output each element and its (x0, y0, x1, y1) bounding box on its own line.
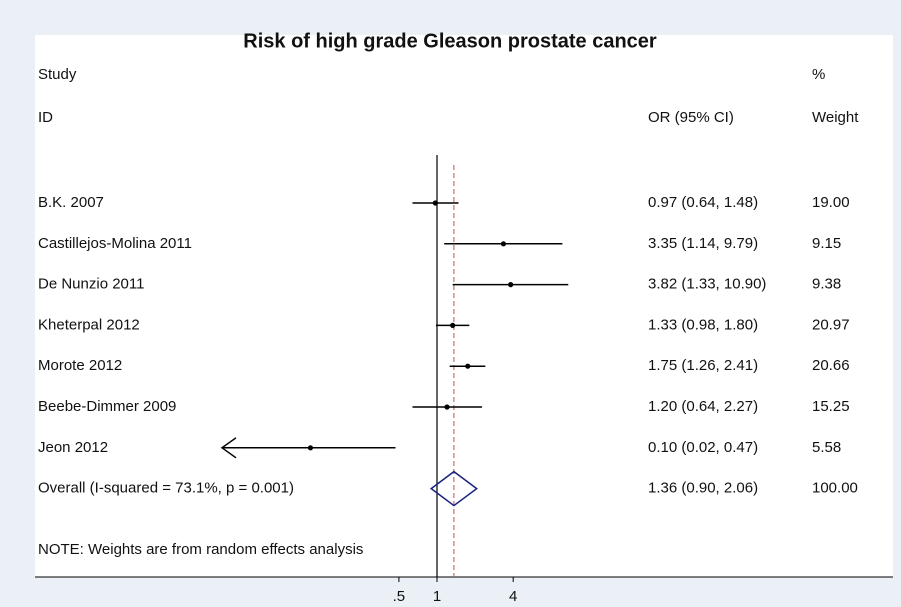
study-name: Morote 2012 (38, 357, 122, 374)
header: Study (38, 66, 77, 83)
plot-area (35, 35, 893, 577)
ci-label: 1.33 (0.98, 1.80) (648, 316, 758, 333)
point-estimate (432, 200, 438, 206)
header: ID (38, 109, 53, 126)
header: % (812, 66, 825, 83)
note: NOTE: Weights are from random effects an… (38, 541, 363, 558)
study-name: Beebe-Dimmer 2009 (38, 398, 176, 415)
study-name: Jeon 2012 (38, 439, 108, 456)
ci-arrow (220, 437, 237, 459)
x-tick-label: 1 (433, 588, 441, 605)
overall-diamond (429, 470, 478, 507)
ci-label: 3.82 (1.33, 10.90) (648, 276, 766, 293)
ci-label: 1.75 (1.26, 2.41) (648, 357, 758, 374)
x-tick-label: .5 (393, 588, 406, 605)
ci-label: 0.97 (0.64, 1.48) (648, 194, 758, 211)
point-estimate (444, 404, 450, 410)
weight-label: 9.38 (812, 276, 841, 293)
study-name: B.K. 2007 (38, 194, 104, 211)
weight-label: 20.97 (812, 316, 850, 333)
ci-label: 0.10 (0.02, 0.47) (648, 439, 758, 456)
weight-label: 9.15 (812, 235, 841, 252)
point-estimate (450, 322, 456, 328)
ci-label: 3.35 (1.14, 9.79) (648, 235, 758, 252)
study-name: De Nunzio 2011 (38, 276, 144, 293)
point-estimate (307, 445, 314, 451)
chart-title: Risk of high grade Gleason prostate canc… (243, 30, 657, 52)
study-name: Castillejos-Molina 2011 (38, 235, 192, 252)
weight-label: 20.66 (812, 357, 850, 374)
x-tick-label: 4 (509, 588, 517, 605)
header: OR (95% CI) (648, 109, 734, 126)
weight-label: 5.58 (812, 439, 841, 456)
weight-label: 15.25 (812, 398, 850, 415)
point-estimate (508, 282, 514, 288)
ci-label: 1.36 (0.90, 2.06) (648, 480, 758, 497)
point-estimate (500, 241, 507, 247)
ci-label: 1.20 (0.64, 2.27) (648, 398, 758, 415)
overall-name: Overall (I-squared = 73.1%, p = 0.001) (38, 480, 294, 497)
weight-label: 19.00 (812, 194, 850, 211)
weight-label: 100.00 (812, 480, 858, 497)
header: Weight (812, 109, 859, 126)
point-estimate (465, 363, 471, 369)
study-name: Kheterpal 2012 (38, 316, 140, 333)
